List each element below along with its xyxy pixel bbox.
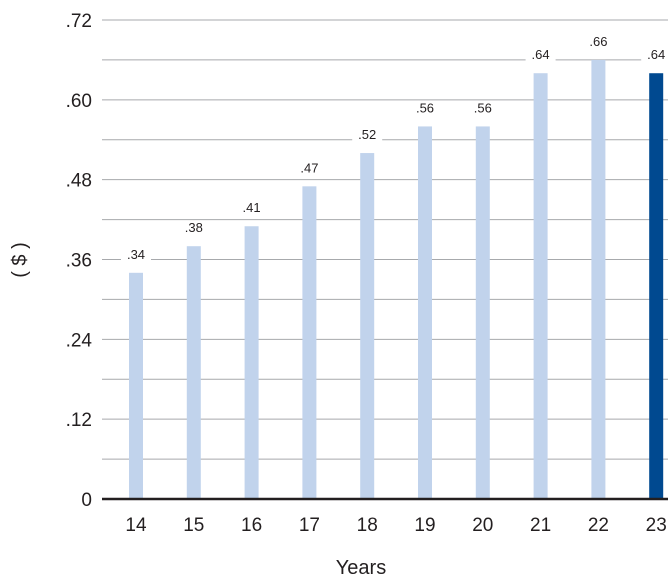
y-tick-label: 0 [81, 490, 92, 511]
data-label-background [525, 48, 556, 64]
x-tick-label: 19 [414, 515, 435, 536]
x-axis-title: Years [336, 557, 386, 577]
x-tick-label: 21 [530, 515, 551, 536]
data-label: .41 [243, 200, 261, 215]
x-tick-label: 18 [357, 515, 378, 536]
y-tick-label: .72 [66, 11, 92, 32]
bar [186, 246, 201, 499]
bar [418, 126, 432, 499]
y-axis-title: ( $ ) [9, 242, 31, 278]
data-label-background [467, 101, 498, 117]
y-axis-tick-labels: 0 .12 .24 .36 .48 .60 .72 [66, 11, 93, 511]
y-tick-label: .60 [66, 91, 92, 112]
data-label-background [583, 34, 614, 50]
bar [591, 59, 606, 500]
data-label: .64 [532, 47, 550, 62]
bar [649, 73, 664, 499]
data-label: .66 [589, 34, 607, 49]
x-axis-tick-labels: 14 15 16 17 18 19 20 21 22 23 [125, 515, 666, 536]
data-label-background [121, 247, 151, 263]
bar [129, 272, 143, 499]
x-tick-label: 20 [472, 515, 493, 536]
data-label-background [236, 201, 267, 217]
data-label: .56 [416, 100, 434, 115]
y-tick-label: .24 [66, 330, 93, 351]
y-tick-label: .12 [66, 410, 92, 431]
data-label-background [641, 48, 668, 64]
data-label: .56 [474, 100, 492, 115]
bar [360, 153, 375, 500]
bar [533, 73, 548, 499]
x-tick-label: 16 [241, 515, 262, 536]
data-label-background [178, 221, 209, 237]
data-label: .38 [185, 220, 203, 235]
data-label: .52 [358, 127, 376, 142]
data-label-background [294, 161, 325, 177]
x-tick-label: 14 [125, 515, 147, 536]
bar [475, 126, 490, 499]
x-tick-label: 22 [588, 515, 609, 536]
bars [129, 59, 664, 500]
y-tick-label: .48 [66, 171, 92, 192]
data-label-background [352, 128, 383, 144]
bar [244, 226, 259, 499]
data-labels: .34 .38 .41 .47 .52 .56 .56 .64 .66 .64 [121, 34, 668, 263]
data-label: .47 [300, 160, 318, 175]
x-tick-label: 17 [299, 515, 320, 536]
x-tick-label: 15 [183, 515, 204, 536]
bar [302, 186, 317, 499]
data-label: .34 [127, 247, 145, 262]
data-label-background [410, 101, 440, 117]
y-tick-label: .36 [66, 251, 92, 272]
x-tick-label: 23 [646, 515, 667, 536]
data-label: .64 [647, 47, 665, 62]
